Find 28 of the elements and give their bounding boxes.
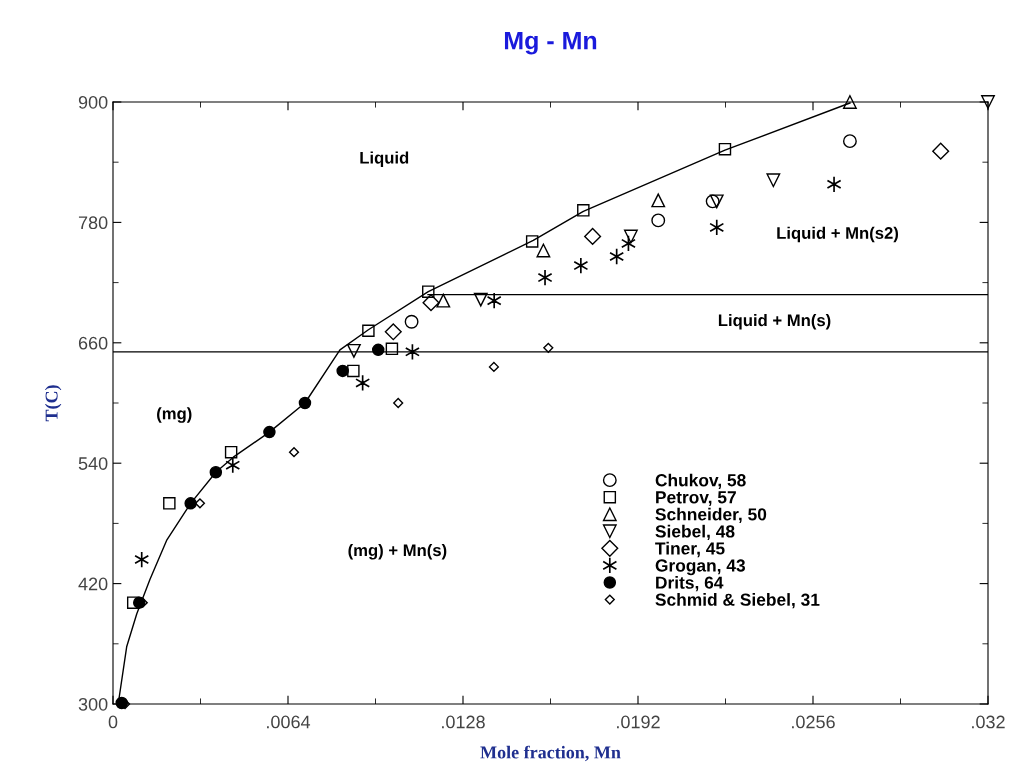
x-tick-label: .0192: [617, 715, 660, 729]
x-tick-label: .0064: [267, 715, 311, 729]
y-tick-label: 300: [78, 697, 108, 711]
chart-title: Mg - Mn: [504, 32, 597, 55]
legend-label: Petrov, 57: [656, 491, 736, 506]
legend-label: Grogan, 43: [655, 559, 745, 576]
y-tick-label: 660: [78, 336, 108, 350]
x-tick-label: 0: [108, 715, 118, 729]
y-tick-label: 420: [78, 577, 108, 591]
annotation: (mg): [157, 407, 192, 423]
x-tick-label: .032: [972, 715, 1005, 729]
x-axis-title: Mole fraction, Mn: [480, 745, 621, 762]
legend-label: Schmid & Siebel, 31: [655, 593, 820, 609]
annotation: Liquid + Mn(s2): [777, 226, 899, 243]
legend-label: Schneider, 50: [655, 507, 767, 524]
legend-label: Siebel, 48: [655, 524, 735, 541]
annotation: (mg) + Mn(s): [348, 543, 447, 560]
y-tick-label: 900: [78, 95, 108, 109]
annotation: Liquid + Mn(s): [718, 313, 831, 330]
legend-label: Chukov, 58: [655, 473, 746, 489]
legend-label: Tiner, 45: [655, 541, 725, 558]
annotation: Liquid: [360, 151, 409, 167]
x-tick-label: .0256: [792, 715, 835, 729]
y-tick-label: 540: [78, 457, 108, 470]
y-axis-title: T(C): [44, 385, 62, 422]
legend-label: Drits, 64: [656, 576, 724, 592]
x-tick-label: .0128: [442, 715, 485, 729]
y-tick-label: 780: [78, 216, 108, 230]
